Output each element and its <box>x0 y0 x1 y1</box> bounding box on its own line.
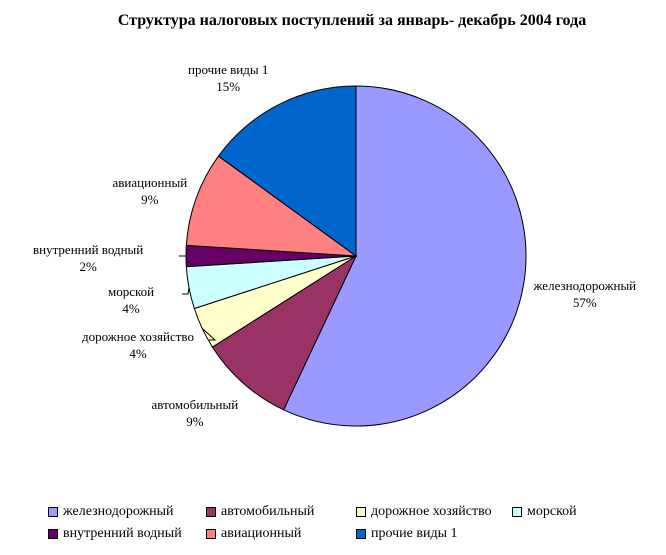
slice-label-0: железнодорожный 57% <box>534 277 637 311</box>
slice-label-name: внутренний водный <box>33 242 144 257</box>
slice-label-value: 9% <box>141 192 159 207</box>
leader-line-2 <box>201 328 217 341</box>
slice-label-1: автомобильный 9% <box>152 396 239 430</box>
slice-label-name: авиационный <box>112 175 188 190</box>
slice-label-value: 57% <box>572 295 597 310</box>
pie-slice-0 <box>282 85 527 427</box>
slice-label-3: морской 4% <box>108 283 154 317</box>
slice-label-name: автомобильный <box>151 397 239 412</box>
slice-label-value: 9% <box>186 414 204 429</box>
slice-label-name: железнодорожный <box>533 278 637 293</box>
chart-title: Структура налоговых поступлений за январ… <box>117 12 587 29</box>
slice-label-5: авиационный 9% <box>113 174 188 208</box>
pie-slice-1 <box>211 254 358 411</box>
slice-label-value: 4% <box>122 301 140 316</box>
pie-slice-6 <box>217 85 357 257</box>
pie-slice-5 <box>185 155 358 257</box>
slice-label-2: дорожное хозяйство 4% <box>82 328 194 362</box>
slice-label-name: дорожное хозяйство <box>82 329 194 344</box>
slice-label-name: морской <box>108 284 155 299</box>
leader-line-3 <box>182 287 190 295</box>
slice-label-value: 2% <box>79 259 97 274</box>
slice-label-value: 4% <box>129 346 147 361</box>
slice-label-4: внутренний водный 2% <box>33 241 143 275</box>
slice-label-6: прочие виды 1 15% <box>188 61 268 95</box>
slice-label-name: прочие виды 1 <box>188 62 269 77</box>
slice-label-value: 15% <box>216 79 241 94</box>
